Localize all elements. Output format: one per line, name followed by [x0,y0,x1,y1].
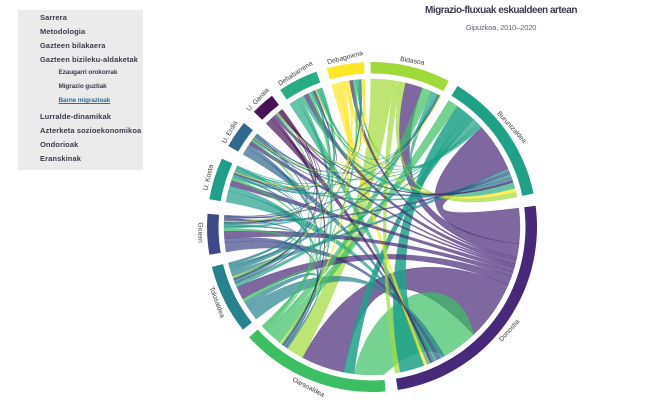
svg-text:Bidasoa: Bidasoa [400,56,426,67]
svg-text:Goierri: Goierri [196,222,204,243]
